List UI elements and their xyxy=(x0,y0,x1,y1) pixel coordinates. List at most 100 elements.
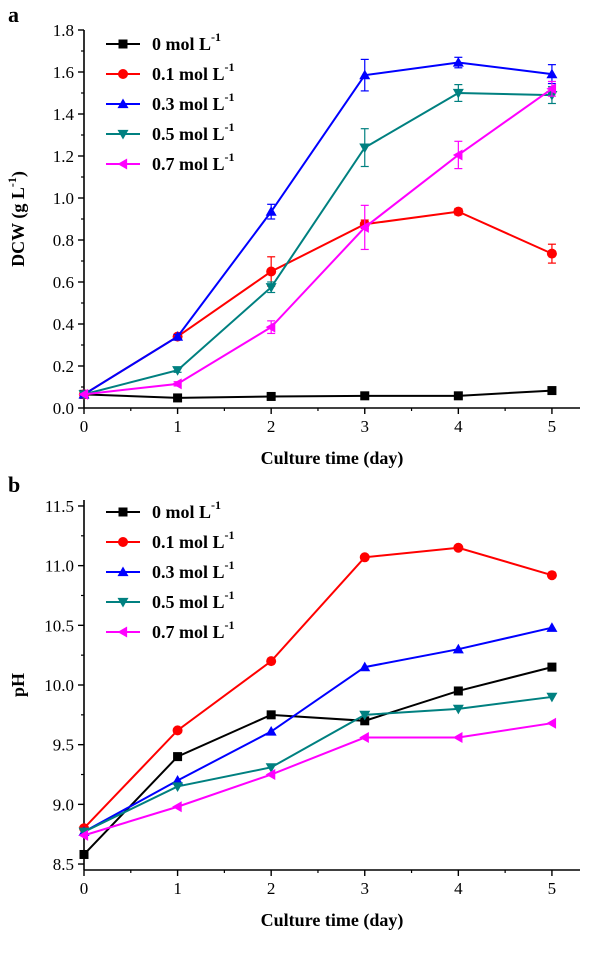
data-point xyxy=(359,710,371,721)
panel-letter: b xyxy=(8,472,20,497)
y-tick-label: 9.5 xyxy=(53,736,74,755)
legend-item: 0.5 mol L-1 xyxy=(106,120,235,144)
y-tick-label: 10.0 xyxy=(44,676,74,695)
legend-label: 0.5 mol L-1 xyxy=(152,588,235,612)
y-axis-title: DCW (g L-1) xyxy=(5,171,29,267)
legend-label-text: 0.5 mol L xyxy=(152,592,225,612)
y-tick-label: 11.0 xyxy=(45,557,74,576)
series-line xyxy=(83,695,553,833)
data-point xyxy=(265,763,277,773)
legend-marker xyxy=(117,566,129,577)
legend-label: 0.5 mol L-1 xyxy=(152,120,235,144)
legend-marker xyxy=(118,507,128,517)
data-point xyxy=(452,57,464,67)
legend-item: 0.5 mol L-1 xyxy=(106,588,235,612)
y-tick-label: 8.5 xyxy=(53,855,74,874)
legend-label: 0.1 mol L-1 xyxy=(152,528,235,552)
legend-label: 0.7 mol L-1 xyxy=(152,618,235,642)
data-point xyxy=(546,68,558,79)
series-line xyxy=(83,210,553,396)
data-point xyxy=(78,829,89,841)
data-point xyxy=(452,732,463,744)
legend-label-text: 0.3 mol L xyxy=(152,562,225,582)
data-point xyxy=(266,656,277,667)
x-tick-label: 4 xyxy=(454,417,463,436)
legend-label-sup: -1 xyxy=(211,30,221,44)
data-point xyxy=(265,726,277,736)
y-tick-label: 1.8 xyxy=(53,21,74,40)
chart-panel-b: b 0 1 2 3 4 5 8.5 9.0 9.5 10.0 10.5 11.0 11.5 Culture … xyxy=(8,472,580,931)
y-tick-label: 1.6 xyxy=(53,63,74,82)
data-point xyxy=(359,552,370,563)
data-point xyxy=(265,769,276,781)
legend-item: 0.3 mol L-1 xyxy=(106,90,235,114)
data-point xyxy=(359,661,371,672)
series-line xyxy=(83,722,553,837)
y-tick-label: 0.0 xyxy=(53,399,74,418)
legend-marker xyxy=(118,69,128,79)
y-tick-label: 11.5 xyxy=(45,497,74,516)
data-point xyxy=(360,716,370,726)
legend-marker xyxy=(117,626,128,638)
data-point xyxy=(265,283,277,293)
legend-label-sup: -1 xyxy=(225,618,235,632)
y-tick-label: 0.6 xyxy=(53,273,74,292)
data-point xyxy=(546,692,558,703)
y-axis-title: pH xyxy=(8,673,28,697)
series-line xyxy=(83,87,553,396)
data-point xyxy=(546,570,557,581)
data-point xyxy=(452,704,464,715)
data-point xyxy=(546,622,558,632)
legend-label: 0.3 mol L-1 xyxy=(152,558,235,582)
y-tick-label: 0.4 xyxy=(53,315,75,334)
data-point xyxy=(452,88,464,99)
data-point xyxy=(360,391,370,401)
data-point xyxy=(172,774,184,785)
x-tick-label: 2 xyxy=(267,417,276,436)
legend-label-sup: -1 xyxy=(225,120,235,134)
data-point xyxy=(172,801,182,813)
legend-label-text: 0.7 mol L xyxy=(152,622,225,642)
data-point xyxy=(546,248,557,259)
x-tick-label: 5 xyxy=(548,879,557,898)
y-tick-label: 9.0 xyxy=(53,795,74,814)
y-tick-label: 1.0 xyxy=(53,189,74,208)
series-line xyxy=(83,626,553,833)
legend-item: 0.7 mol L-1 xyxy=(106,618,235,642)
data-point xyxy=(172,378,182,390)
chart-panel-a: a 0 1 2 3 4 5 0.0 0.2 0.4 0.6 0.8 1.0 1.2 1.4 1.6 1.8 Cul… xyxy=(5,2,580,469)
series-line xyxy=(83,389,552,399)
data-point xyxy=(172,725,183,736)
x-tick-label: 3 xyxy=(361,879,370,898)
x-tick-label: 1 xyxy=(173,879,182,898)
data-point xyxy=(359,69,371,80)
series-line xyxy=(83,546,553,829)
y-axis-title-tail: ) xyxy=(8,171,29,177)
legend-label-sup: -1 xyxy=(225,90,235,104)
legend-label-sup: -1 xyxy=(225,558,235,572)
x-tick-label: 0 xyxy=(80,417,89,436)
legend-marker xyxy=(117,597,129,608)
data-point xyxy=(546,83,557,95)
data-point xyxy=(266,391,276,401)
legend-marker xyxy=(117,158,128,170)
x-tick-label: 0 xyxy=(80,879,89,898)
data-point xyxy=(547,386,557,396)
series-3 xyxy=(78,83,558,400)
legend-label-text: 0.1 mol L xyxy=(152,64,225,84)
data-point xyxy=(173,393,183,403)
legend-item: 0.1 mol L-1 xyxy=(106,528,235,552)
data-point xyxy=(453,542,464,553)
legend-label-sup: -1 xyxy=(225,528,235,542)
data-point xyxy=(546,717,557,729)
series-line xyxy=(83,61,553,396)
data-point xyxy=(452,643,464,654)
data-point xyxy=(78,388,89,400)
x-tick-label: 4 xyxy=(454,879,463,898)
data-point xyxy=(453,686,463,696)
legend-label-sup: -1 xyxy=(225,588,235,602)
series-2 xyxy=(78,622,558,836)
data-point xyxy=(266,710,276,720)
y-tick-label: 10.5 xyxy=(44,616,74,635)
data-point xyxy=(359,143,371,154)
